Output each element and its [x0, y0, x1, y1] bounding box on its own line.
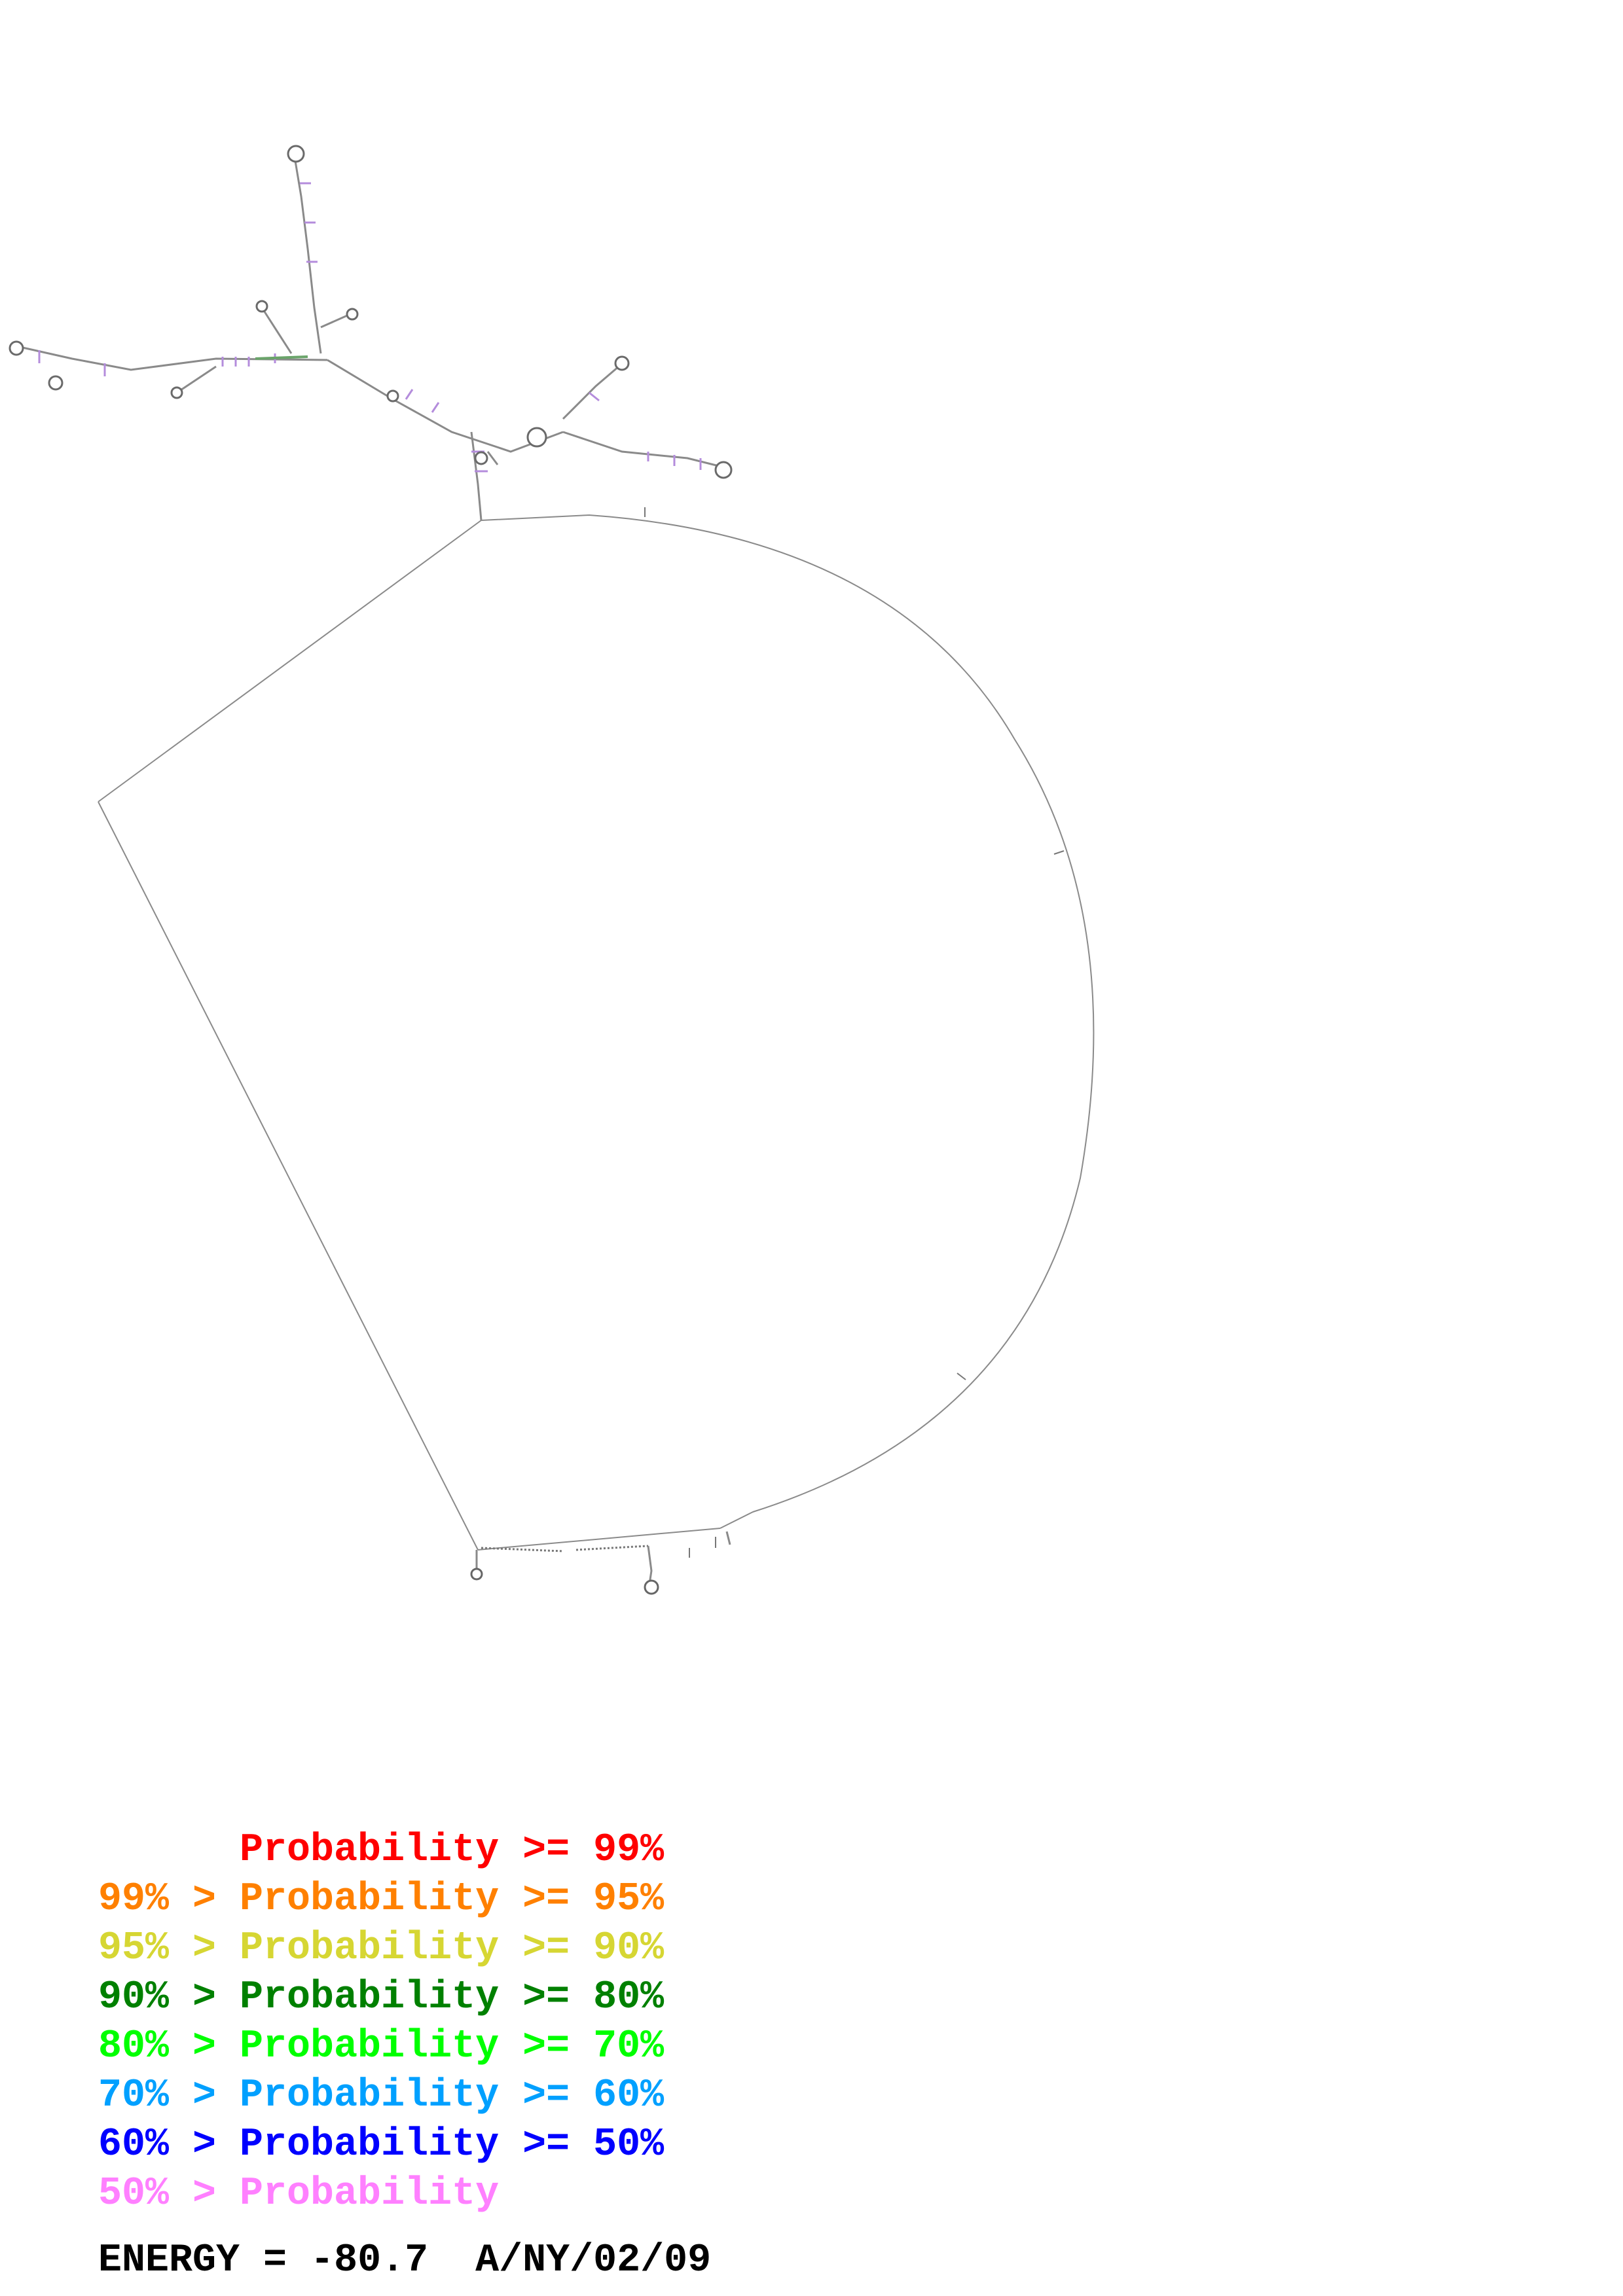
structure-loops [9, 145, 733, 479]
backbone-loop [98, 514, 1095, 1551]
stem-right-long [562, 431, 727, 469]
legend-row: 90% > Probability >= 80% [98, 1973, 664, 2022]
legend-label: Probability [240, 2123, 500, 2167]
legend-suffix: >= 90% [499, 1926, 665, 1971]
sequence-name: A/NY/02/09 [475, 2238, 712, 2283]
legend-row: 60% > Probability >= 50% [98, 2121, 664, 2170]
legend-label: Probability [240, 1828, 500, 1873]
loop-chord-lower [98, 801, 479, 1551]
bottom-stem-row [481, 1547, 564, 1552]
legend-prefix: 90% > [98, 1975, 240, 2020]
hairpin-loop-branch [170, 386, 183, 399]
arc-ticks [644, 507, 1065, 1558]
legend-row: 99% > Probability >= 95% [98, 1875, 664, 1924]
legend-prefix: 99% > [98, 1877, 240, 1922]
legend-suffix: >= 95% [499, 1877, 665, 1922]
hairpin-loop-top [287, 145, 305, 163]
legend-row: 70% > Probability >= 60% [98, 2072, 664, 2121]
stem-down-side [486, 451, 499, 465]
hairpin-loop-left-lower [48, 375, 64, 391]
legend-label: Probability [240, 1877, 500, 1922]
legend-row: 95% > Probability >= 90% [98, 1924, 664, 1973]
loop-bottom [477, 1528, 721, 1551]
internal-loop-a [386, 389, 399, 403]
legend-label: Probability [240, 2172, 500, 2216]
internal-loop-junction [526, 427, 547, 448]
stem-top-side [320, 313, 351, 329]
green-segment [255, 355, 308, 360]
stem-top [293, 156, 322, 354]
bottom-stem-row-2 [575, 1545, 649, 1551]
probability-legend: Probability >= 99% 99% > Probability >= 9… [98, 1826, 664, 2219]
hairpin-loop-left [9, 340, 24, 356]
legend-label: Probability [240, 1975, 500, 2020]
legend-label: Probability [240, 2024, 500, 2069]
hairpin-loop-side [346, 308, 359, 321]
legend-label: Probability [240, 1926, 500, 1971]
stem-hairpin-small [261, 307, 293, 354]
bottom-hairpin-middle [647, 1545, 653, 1585]
legend-suffix: >= 70% [499, 2024, 665, 2069]
bottom-loop-middle [644, 1579, 659, 1595]
branched-domain [19, 156, 727, 521]
loop-arc [481, 514, 1095, 1529]
hairpin-loop-small [255, 300, 268, 313]
internal-loop-b [474, 451, 488, 465]
legend-prefix: 60% > [98, 2123, 240, 2167]
legend-suffix: >= 80% [499, 1975, 665, 2020]
legend-suffix: >= 99% [499, 1828, 665, 1873]
bottom-domain [470, 1531, 731, 1595]
stem-right [327, 359, 564, 453]
legend-prefix: 80% > [98, 2024, 240, 2069]
bottom-loop-left [470, 1568, 483, 1581]
base-pairs [38, 182, 702, 473]
legend-row: 50% > Probability [98, 2170, 664, 2219]
stem-left-long [19, 346, 328, 371]
legend-label: Probability [240, 2073, 500, 2118]
bottom-hairpin-right [725, 1531, 731, 1545]
energy-value: -80.7 [310, 2238, 429, 2283]
stem-down [470, 431, 483, 521]
legend-suffix: >= 60% [499, 2073, 665, 2118]
rna-structure-diagram [9, 145, 1095, 1595]
legend-row: Probability >= 99% [98, 1826, 664, 1875]
legend-prefix: 95% > [98, 1926, 240, 1971]
stem-left-branch [176, 365, 217, 394]
legend-suffix: >= 50% [499, 2123, 665, 2167]
energy-label: ENERGY = [98, 2238, 287, 2283]
stem-right-up [562, 365, 619, 420]
legend-row: 80% > Probability >= 70% [98, 2022, 664, 2072]
legend-prefix: 70% > [98, 2073, 240, 2118]
hairpin-loop-right [714, 461, 733, 479]
hairpin-loop-right-up [614, 355, 630, 371]
energy-annotation: ENERGY = -80.7 A/NY/02/09 [98, 2238, 711, 2283]
loop-chord-upper [98, 520, 482, 802]
legend-prefix: 50% > [98, 2172, 240, 2216]
